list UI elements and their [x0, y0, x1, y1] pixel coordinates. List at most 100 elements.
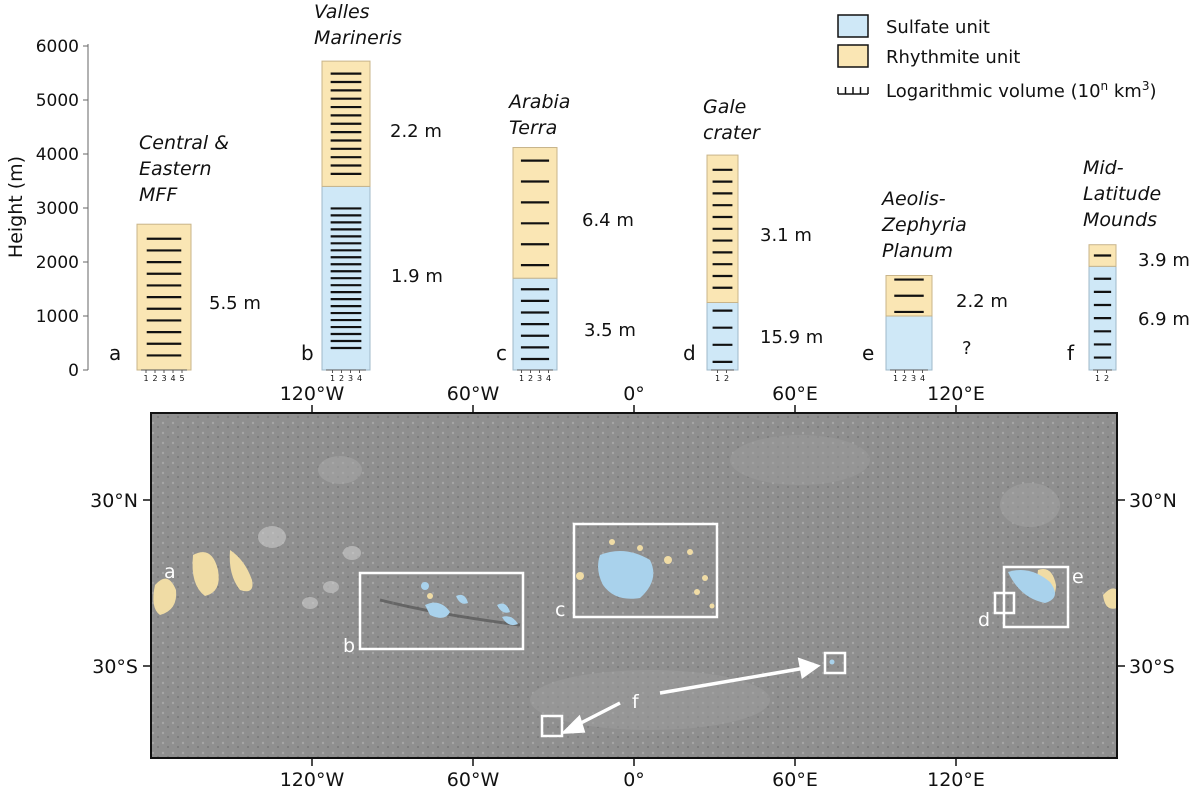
y-tick-label: 6000 — [36, 37, 79, 57]
rhythmite-thickness-c: 6.4 m — [582, 210, 634, 231]
column-b: 1 2 3 4 b 2.2 m 1.9 m Valles Marineris — [301, 1, 443, 383]
sulfate-thickness-f: 6.9 m — [1138, 309, 1190, 330]
volume-axis-label: 3 — [348, 374, 353, 383]
map-y-label: 30°N — [1129, 490, 1177, 512]
map-x-label: 60°W — [447, 383, 500, 405]
sulfate-thickness-d: 15.9 m — [760, 327, 823, 348]
map-label-e: e — [1072, 566, 1084, 588]
column-letter-a: a — [109, 341, 121, 365]
volume-axis-label: 1 — [143, 374, 148, 383]
rhythmite-thickness-b: 2.2 m — [390, 121, 442, 142]
volume-axis-label: 2 — [152, 374, 157, 383]
map-x-label: 120°W — [280, 383, 345, 405]
rhythmite-thickness-f: 3.9 m — [1138, 250, 1190, 271]
sulfate-thickness-b: 1.9 m — [391, 266, 443, 287]
mars-map: a b c d e f 120°W 60°W 0° 60°E 120°E 120… — [90, 383, 1177, 791]
map-y-label: 30°S — [92, 656, 138, 678]
rhythmite-thickness-a: 5.5 m — [209, 293, 261, 314]
column-title-d: crater — [703, 122, 761, 144]
column-title-f: Mounds — [1083, 209, 1157, 231]
volume-axis-label: 4 — [546, 374, 551, 383]
sulfate-bar-e — [885, 315, 933, 371]
volume-axis-label: 1 — [519, 374, 524, 383]
volume-axis-label: 2 — [1104, 374, 1109, 383]
map-label-b: b — [343, 635, 355, 657]
map-x-label: 0° — [623, 769, 645, 791]
map-x-label: 120°W — [280, 769, 345, 791]
y-tick-label: 2000 — [36, 253, 79, 273]
sulfate-bar-d — [706, 302, 739, 371]
sulfate-deposits — [421, 551, 1055, 665]
box-mound-west — [540, 714, 564, 738]
map-label-f: f — [632, 691, 640, 713]
column-letter-f: f — [1067, 341, 1075, 365]
legend-label-rhythmite: Rhythmite unit — [886, 47, 1020, 68]
map-x-label: 60°W — [447, 769, 500, 791]
map-axis-ticks — [143, 405, 1125, 766]
column-letter-d: d — [683, 341, 696, 365]
y-tick-label: 4000 — [36, 145, 79, 165]
legend-label-volume: Logarithmic volume (10n km3) — [886, 79, 1157, 102]
column-title-e: Planum — [882, 240, 953, 262]
map-x-label: 120°E — [927, 769, 985, 791]
column-title-a: MFF — [139, 184, 178, 206]
column-d: 1 2 d 3.1 m 15.9 m Gale crater — [683, 96, 823, 383]
map-x-labels-bottom: 120°W 60°W 0° 60°E 120°E — [280, 769, 985, 791]
y-tick-label: 5000 — [36, 91, 79, 111]
legend-swatch-sulfate — [837, 14, 869, 38]
legend: Sulfate unit Rhythmite unit Logarithmic … — [837, 14, 1157, 102]
map-x-label: 60°E — [772, 769, 818, 791]
box-gale-crater — [993, 591, 1016, 615]
map-x-label: 60°E — [772, 383, 818, 405]
volume-axis-label: 3 — [911, 374, 916, 383]
map-label-d: d — [978, 609, 990, 631]
column-e: 1 2 3 4 e 2.2 m? Aeolis- Zephyria Planum — [862, 188, 1008, 383]
column-title-e: Zephyria — [881, 214, 967, 236]
map-label-a: a — [164, 561, 176, 583]
column-title-a: Central & — [139, 132, 229, 154]
column-title-f: Mid- — [1083, 157, 1124, 179]
volume-axis-label: 2 — [339, 374, 344, 383]
volume-axis-label: 2 — [724, 374, 729, 383]
pointer-arrows — [560, 657, 821, 735]
box-valles-marineris — [358, 571, 525, 651]
rhythmite-bar-c — [512, 147, 558, 279]
volume-axis-label: 3 — [537, 374, 542, 383]
rhythmite-bar-e — [885, 275, 933, 317]
volume-axis-label: 4 — [920, 374, 925, 383]
volume-axis-label: 3 — [161, 374, 166, 383]
legend-swatch-rhythmite — [837, 44, 869, 68]
rhythmite-thickness-d: 3.1 m — [760, 225, 812, 246]
volume-axis-label: 5 — [179, 374, 184, 383]
volume-axis-label: 1 — [715, 374, 720, 383]
y-tick-label: 0 — [68, 361, 79, 381]
legend-swatch-ticks — [837, 87, 869, 95]
map-x-label: 120°E — [927, 383, 985, 405]
column-title-b: Valles — [314, 1, 370, 23]
volume-axis-label: 4 — [170, 374, 175, 383]
map-y-label: 30°S — [1129, 656, 1175, 678]
column-letter-c: c — [496, 341, 507, 365]
volume-axis-label: 4 — [357, 374, 362, 383]
map-y-label: 30°N — [90, 490, 138, 512]
legend-label-sulfate: Sulfate unit — [886, 17, 990, 38]
box-arabia-terra — [572, 522, 719, 619]
volume-axis-label: 2 — [902, 374, 907, 383]
column-a: 1 2 3 4 5 a 5.5 m Central & Eastern MFF — [109, 132, 261, 383]
column-title-a: Eastern — [139, 158, 212, 180]
y-tick-label: 3000 — [36, 199, 79, 219]
volume-axis-label: 1 — [1095, 374, 1100, 383]
sulfate-thickness-c: 3.5 m — [584, 320, 636, 341]
column-letter-b: b — [301, 341, 314, 365]
y-axis-ticks: 0 1000 2000 3000 4000 5000 6000 — [36, 37, 88, 381]
column-title-c: Arabia — [507, 91, 570, 113]
map-label-c: c — [555, 599, 565, 621]
volume-axis-label: 1 — [330, 374, 335, 383]
map-x-label: 0° — [623, 383, 645, 405]
map-x-labels-top: 120°W 60°W 0° 60°E 120°E — [280, 383, 985, 405]
column-title-d: Gale — [703, 96, 746, 118]
map-region-labels: a b c d e f — [164, 561, 1084, 713]
